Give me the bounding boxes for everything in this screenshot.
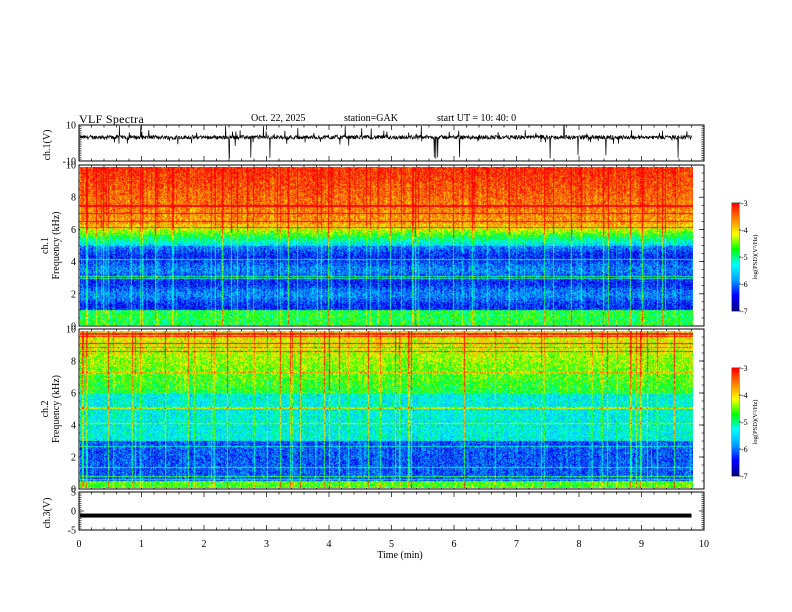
spec2-y-tick-label: 4 (71, 421, 76, 432)
spec1-y-tick-label: 2 (71, 289, 76, 300)
x-tick-label: 2 (202, 539, 207, 550)
ch1-colorbar-tick-label: -4 (741, 226, 748, 235)
ch2-colorbar-tick-label: -3 (741, 364, 748, 373)
ch1-spectrogram-image (80, 167, 693, 325)
spec2-y-tick-label: 0 (71, 485, 76, 496)
spec1-ylabel: ch.1 (40, 237, 51, 254)
ch3-y-tick-label: 5 (71, 488, 76, 499)
spec1-y-tick-label: 4 (71, 257, 76, 268)
ch1-waveform-trace (79, 125, 692, 159)
x-tick-label: 6 (452, 539, 457, 550)
panel-frame (78, 124, 705, 162)
ch1-colorbar-tick-label: -6 (741, 280, 748, 289)
spec2-y-tick-label: 8 (71, 357, 76, 368)
ch1-ylabel: ch.1(V) (42, 130, 53, 161)
ch1-colorbar (732, 203, 739, 311)
ch2-colorbar-tick-label: -6 (741, 445, 748, 454)
ch1-y-tick-label: -10 (63, 157, 76, 168)
spec2-ylabel: ch.2 (40, 401, 51, 418)
x-tick-label: 7 (514, 539, 519, 550)
panel-frame (78, 491, 705, 531)
ch1-colorbar-label: log(PSD)(V²/Hz) (752, 235, 759, 280)
ch3-waveform-trace (80, 513, 692, 518)
station-label: station=GAK (344, 113, 398, 124)
x-axis-label: Time (min) (377, 550, 422, 561)
x-tick-label: 5 (389, 539, 394, 550)
spec1-y-tick-label: 8 (71, 193, 76, 204)
ch2-colorbar-label: log(PSD)(V²/Hz) (752, 400, 759, 445)
x-tick-label: 8 (577, 539, 582, 550)
spec2-y-tick-label: 10 (66, 325, 76, 336)
spec2-y-tick-label: 2 (71, 453, 76, 464)
spec2-y-tick-label: 6 (71, 389, 76, 400)
ch1-colorbar-tick-label: -7 (741, 307, 748, 316)
ch3-y-tick-label: 0 (71, 507, 76, 518)
spec1-y-tick-label: 6 (71, 225, 76, 236)
ch2-spectrogram-image (80, 331, 693, 488)
ch3-y-tick-label: -5 (68, 526, 76, 537)
spec1-ylabel: Frequency (kHz) (51, 211, 62, 279)
spec2-ylabel: Frequency (kHz) (51, 375, 62, 443)
spec1-y-tick-label: 0 (71, 322, 76, 333)
ch2-colorbar-tick-label: -4 (741, 391, 748, 400)
spec1-y-tick-label: 10 (66, 161, 76, 172)
x-tick-label: 9 (639, 539, 644, 550)
ch1-y-tick-label: 10 (66, 121, 76, 132)
ch2-colorbar (732, 368, 739, 476)
ch2-colorbar-tick-label: -7 (741, 472, 748, 481)
ch1-colorbar-tick-label: -3 (741, 199, 748, 208)
x-tick-label: 4 (327, 539, 332, 550)
x-tick-label: 0 (77, 539, 82, 550)
ch1-colorbar-tick-label: -5 (741, 253, 748, 262)
ch2-colorbar-tick-label: -5 (741, 418, 748, 427)
x-tick-label: 10 (699, 539, 709, 550)
start-ut-label: start UT = 10: 40: 0 (437, 113, 517, 124)
date-label: Oct. 22, 2025 (251, 113, 306, 124)
plot-title: VLF Spectra (79, 112, 144, 126)
x-tick-label: 3 (264, 539, 269, 550)
ch3-ylabel: ch.3(V) (42, 498, 53, 529)
x-tick-label: 1 (139, 539, 144, 550)
